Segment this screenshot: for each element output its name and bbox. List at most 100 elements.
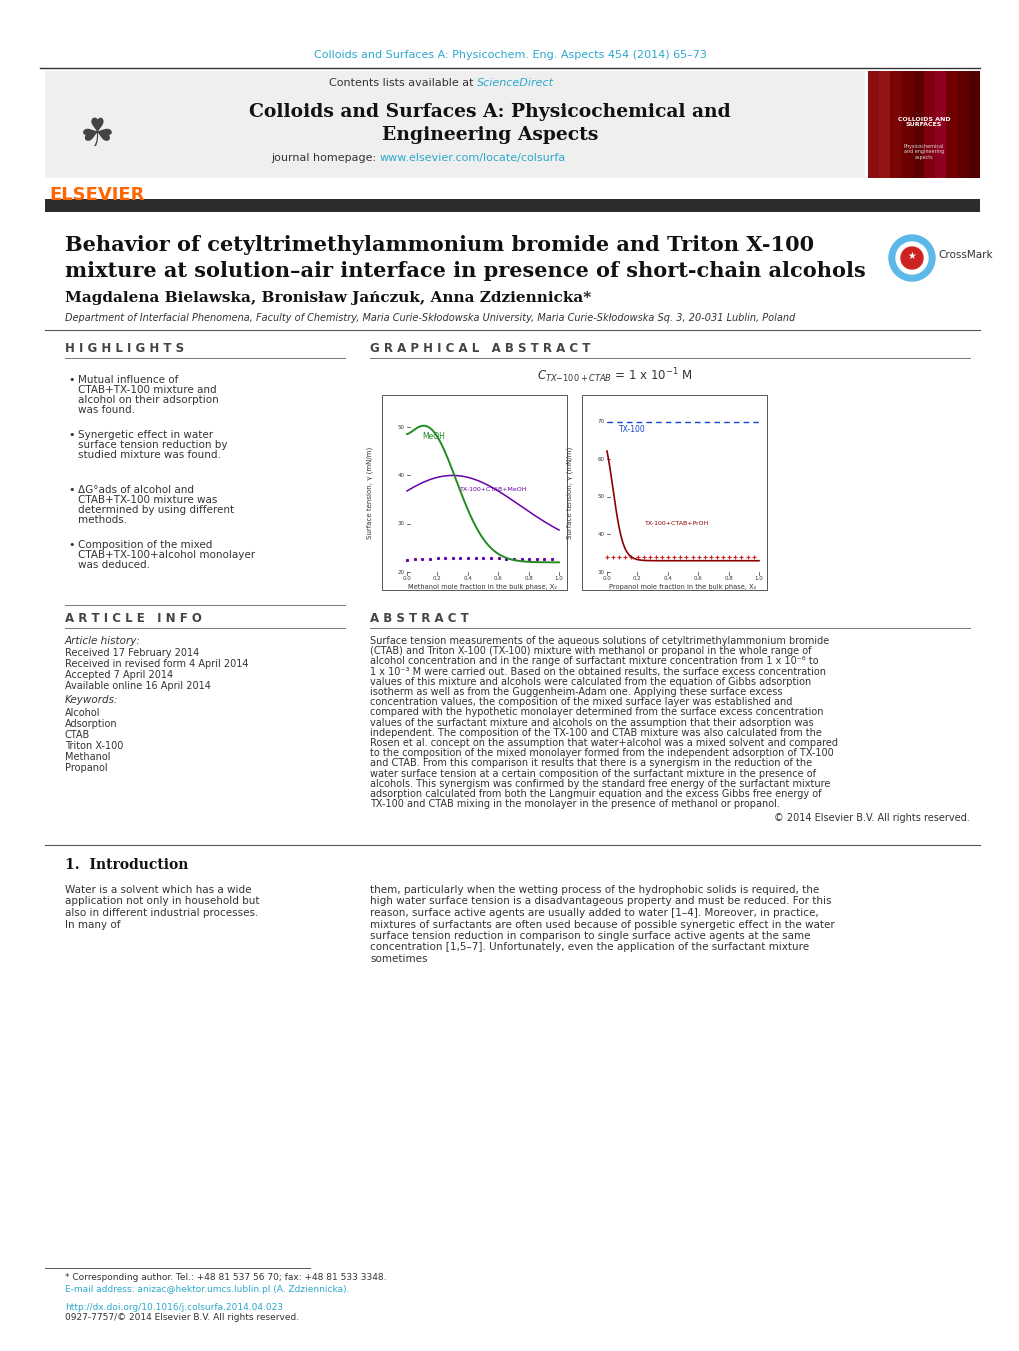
- Text: 0.2: 0.2: [433, 576, 441, 581]
- Bar: [968, 72, 979, 178]
- Text: 50: 50: [397, 424, 405, 430]
- Text: Received 17 February 2014: Received 17 February 2014: [65, 648, 199, 658]
- Text: A R T I C L E   I N F O: A R T I C L E I N F O: [65, 612, 202, 624]
- Text: 40: 40: [597, 532, 604, 536]
- Text: ELSEVIER: ELSEVIER: [49, 186, 145, 204]
- Text: Rosen et al. concept on the assumption that water+alcohol was a mixed solvent an: Rosen et al. concept on the assumption t…: [370, 738, 838, 748]
- Text: 0.4: 0.4: [662, 576, 672, 581]
- Text: Alcohol: Alcohol: [65, 708, 101, 717]
- Text: •: •: [68, 430, 74, 440]
- Text: (CTAB) and Triton X-100 (TX-100) mixture with methanol or propanol in the whole : (CTAB) and Triton X-100 (TX-100) mixture…: [370, 646, 811, 657]
- Text: also in different industrial processes.: also in different industrial processes.: [65, 908, 258, 917]
- Bar: [946, 72, 957, 178]
- Text: was found.: was found.: [77, 405, 135, 415]
- Text: Surface tension, γ (mN/m): Surface tension, γ (mN/m): [567, 446, 573, 539]
- Text: CTAB+TX-100 mixture was: CTAB+TX-100 mixture was: [77, 494, 217, 505]
- Text: values of the surfactant mixture and alcohols on the assumption that their adsor: values of the surfactant mixture and alc…: [370, 717, 813, 728]
- Text: to the composition of the mixed monolayer formed from the independent adsorption: to the composition of the mixed monolaye…: [370, 748, 833, 758]
- Bar: [48, 72, 153, 178]
- Text: Propanol mole fraction in the bulk phase, X₂: Propanol mole fraction in the bulk phase…: [608, 584, 756, 590]
- Text: alcohol on their adsorption: alcohol on their adsorption: [77, 394, 218, 405]
- Text: Methanol: Methanol: [65, 753, 110, 762]
- Text: them, particularly when the wetting process of the hydrophobic solids is require: them, particularly when the wetting proc…: [370, 885, 818, 894]
- Text: CTAB: CTAB: [65, 730, 90, 740]
- Text: Available online 16 April 2014: Available online 16 April 2014: [65, 681, 211, 690]
- Text: Received in revised form 4 April 2014: Received in revised form 4 April 2014: [65, 659, 249, 669]
- Text: mixtures of surfactants are often used because of possible synergetic effect in : mixtures of surfactants are often used b…: [370, 920, 834, 929]
- Text: 20: 20: [397, 570, 405, 574]
- Text: was deduced.: was deduced.: [77, 561, 150, 570]
- Bar: [923, 72, 934, 178]
- Text: water surface tension at a certain composition of the surfactant mixture in the : water surface tension at a certain compo…: [370, 769, 815, 778]
- Text: mixture at solution–air interface in presence of short-chain alcohols: mixture at solution–air interface in pre…: [65, 261, 865, 281]
- Text: Methanol mole fraction in the bulk phase, X₂: Methanol mole fraction in the bulk phase…: [408, 584, 557, 590]
- Text: Adsorption: Adsorption: [65, 719, 117, 730]
- Text: Surface tension measurements of the aqueous solutions of cetyltrimethylammonium : Surface tension measurements of the aque…: [370, 636, 828, 646]
- Text: Water is a solvent which has a wide: Water is a solvent which has a wide: [65, 885, 252, 894]
- Text: Article history:: Article history:: [65, 636, 141, 646]
- Text: Magdalena Bielawska, Bronisław Jańczuk, Anna Zdziennicka*: Magdalena Bielawska, Bronisław Jańczuk, …: [65, 290, 591, 305]
- Text: CTAB+TX-100+alcohol monolayer: CTAB+TX-100+alcohol monolayer: [77, 550, 255, 561]
- Text: studied mixture was found.: studied mixture was found.: [77, 450, 221, 459]
- Text: ★: ★: [907, 251, 915, 261]
- Text: G R A P H I C A L   A B S T R A C T: G R A P H I C A L A B S T R A C T: [370, 342, 590, 354]
- Text: * Corresponding author. Tel.: +48 81 537 56 70; fax: +48 81 533 3348.: * Corresponding author. Tel.: +48 81 537…: [65, 1274, 386, 1282]
- Text: TX-100: TX-100: [619, 424, 645, 434]
- Text: and CTAB. From this comparison it results that there is a synergism in the reduc: and CTAB. From this comparison it result…: [370, 758, 811, 769]
- Text: Engineering Aspects: Engineering Aspects: [381, 126, 597, 145]
- Text: COLLOIDS AND
SURFACES: COLLOIDS AND SURFACES: [897, 116, 950, 127]
- Text: $C_{TX\mathdefault{-}100+CTAB}$ = 1 x 10$^{-1}$ M: $C_{TX\mathdefault{-}100+CTAB}$ = 1 x 10…: [537, 366, 692, 385]
- Text: adsorption calculated from both the Langmuir equation and the excess Gibbs free : adsorption calculated from both the Lang…: [370, 789, 820, 798]
- Text: concentration [1,5–7]. Unfortunately, even the application of the surfactant mix: concentration [1,5–7]. Unfortunately, ev…: [370, 943, 808, 952]
- Bar: [45, 72, 864, 178]
- Text: www.elsevier.com/locate/colsurfa: www.elsevier.com/locate/colsurfa: [380, 153, 566, 163]
- Text: alcohols. This synergism was confirmed by the standard free energy of the surfac: alcohols. This synergism was confirmed b…: [370, 778, 829, 789]
- Text: TX-100+CTAB+MeOH: TX-100+CTAB+MeOH: [460, 488, 527, 492]
- Text: A B S T R A C T: A B S T R A C T: [370, 612, 469, 624]
- Bar: [45, 199, 979, 212]
- Text: Synergetic effect in water: Synergetic effect in water: [77, 430, 213, 440]
- Text: reason, surface active agents are usually added to water [1–4]. Moreover, in pra: reason, surface active agents are usuall…: [370, 908, 818, 917]
- Text: 0.0: 0.0: [602, 576, 610, 581]
- Bar: [890, 72, 901, 178]
- Text: ScienceDirect: ScienceDirect: [477, 78, 553, 88]
- Text: 60: 60: [597, 457, 604, 462]
- Bar: [934, 72, 946, 178]
- Text: E-mail address: anizac@hektor.umcs.lublin.pl (A. Zdziennicka).: E-mail address: anizac@hektor.umcs.lubli…: [65, 1286, 350, 1294]
- Text: compared with the hypothetic monolayer determined from the surface excess concen: compared with the hypothetic monolayer d…: [370, 708, 822, 717]
- Text: Mutual influence of: Mutual influence of: [77, 376, 178, 385]
- Text: TX-100+CTAB+PrOH: TX-100+CTAB+PrOH: [644, 520, 708, 526]
- Text: Colloids and Surfaces A: Physicochem. Eng. Aspects 454 (2014) 65–73: Colloids and Surfaces A: Physicochem. En…: [313, 50, 706, 59]
- Text: values of this mixture and alcohols were calculated from the equation of Gibbs a: values of this mixture and alcohols were…: [370, 677, 810, 686]
- Text: 0.4: 0.4: [463, 576, 472, 581]
- Text: methods.: methods.: [77, 515, 127, 526]
- Bar: [912, 72, 923, 178]
- Text: Propanol: Propanol: [65, 763, 108, 773]
- Text: TX-100 and CTAB mixing in the monolayer in the presence of methanol or propanol.: TX-100 and CTAB mixing in the monolayer …: [370, 800, 780, 809]
- Text: isotherm as well as from the Guggenheim-Adam one. Applying these surface excess: isotherm as well as from the Guggenheim-…: [370, 688, 782, 697]
- Text: concentration values, the composition of the mixed surface layer was established: concentration values, the composition of…: [370, 697, 792, 707]
- Text: Composition of the mixed: Composition of the mixed: [77, 540, 212, 550]
- Bar: [382, 394, 567, 590]
- Text: Department of Interfacial Phenomena, Faculty of Chemistry, Maria Curie-Skłodowsk: Department of Interfacial Phenomena, Fac…: [65, 313, 795, 323]
- Text: 70: 70: [597, 419, 604, 424]
- Text: Physicochemical
and engineering
aspects: Physicochemical and engineering aspects: [903, 143, 944, 161]
- Text: 0.6: 0.6: [493, 576, 502, 581]
- Text: determined by using different: determined by using different: [77, 505, 234, 515]
- Text: http://dx.doi.org/10.1016/j.colsurfa.2014.04.023: http://dx.doi.org/10.1016/j.colsurfa.201…: [65, 1302, 282, 1312]
- Text: 0.2: 0.2: [633, 576, 641, 581]
- Text: ΔG°ads of alcohol and: ΔG°ads of alcohol and: [77, 485, 194, 494]
- Bar: [582, 394, 766, 590]
- Bar: [901, 72, 912, 178]
- Text: 30: 30: [597, 570, 604, 574]
- Text: 40: 40: [397, 473, 405, 478]
- Text: 0.8: 0.8: [723, 576, 733, 581]
- Text: sometimes: sometimes: [370, 954, 427, 965]
- Circle shape: [895, 242, 927, 274]
- Text: alcohol concentration and in the range of surfactant mixture concentration from : alcohol concentration and in the range o…: [370, 657, 818, 666]
- Text: CrossMark: CrossMark: [937, 250, 991, 259]
- Text: 0.8: 0.8: [524, 576, 533, 581]
- Text: 1.0: 1.0: [754, 576, 762, 581]
- Text: •: •: [68, 485, 74, 494]
- Text: journal homepage:: journal homepage:: [271, 153, 380, 163]
